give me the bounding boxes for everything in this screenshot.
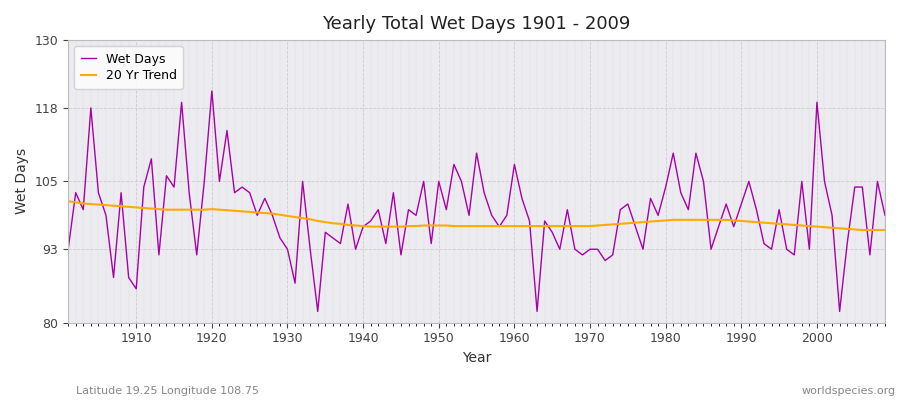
Wet Days — [517, 196, 527, 201]
20 Yr Trend — [501, 224, 512, 228]
Legend: Wet Days, 20 Yr Trend: Wet Days, 20 Yr Trend — [75, 46, 183, 89]
Title: Yearly Total Wet Days 1901 - 2009: Yearly Total Wet Days 1901 - 2009 — [322, 15, 631, 33]
Text: Latitude 19.25 Longitude 108.75: Latitude 19.25 Longitude 108.75 — [76, 386, 259, 396]
20 Yr Trend — [879, 228, 890, 232]
20 Yr Trend — [857, 228, 868, 232]
Line: 20 Yr Trend: 20 Yr Trend — [68, 201, 885, 230]
Wet Days — [312, 309, 323, 314]
20 Yr Trend — [599, 222, 610, 227]
Wet Days — [524, 218, 535, 223]
X-axis label: Year: Year — [462, 351, 491, 365]
Wet Days — [63, 247, 74, 252]
20 Yr Trend — [509, 224, 520, 228]
Wet Days — [206, 88, 217, 93]
Text: worldspecies.org: worldspecies.org — [801, 386, 896, 396]
20 Yr Trend — [63, 199, 74, 204]
Wet Days — [879, 213, 890, 218]
Wet Days — [297, 179, 308, 184]
Wet Days — [615, 207, 626, 212]
20 Yr Trend — [290, 215, 301, 220]
Wet Days — [123, 275, 134, 280]
20 Yr Trend — [335, 222, 346, 226]
20 Yr Trend — [123, 204, 134, 209]
Y-axis label: Wet Days: Wet Days — [15, 148, 29, 214]
Line: Wet Days: Wet Days — [68, 91, 885, 312]
Wet Days — [350, 247, 361, 252]
